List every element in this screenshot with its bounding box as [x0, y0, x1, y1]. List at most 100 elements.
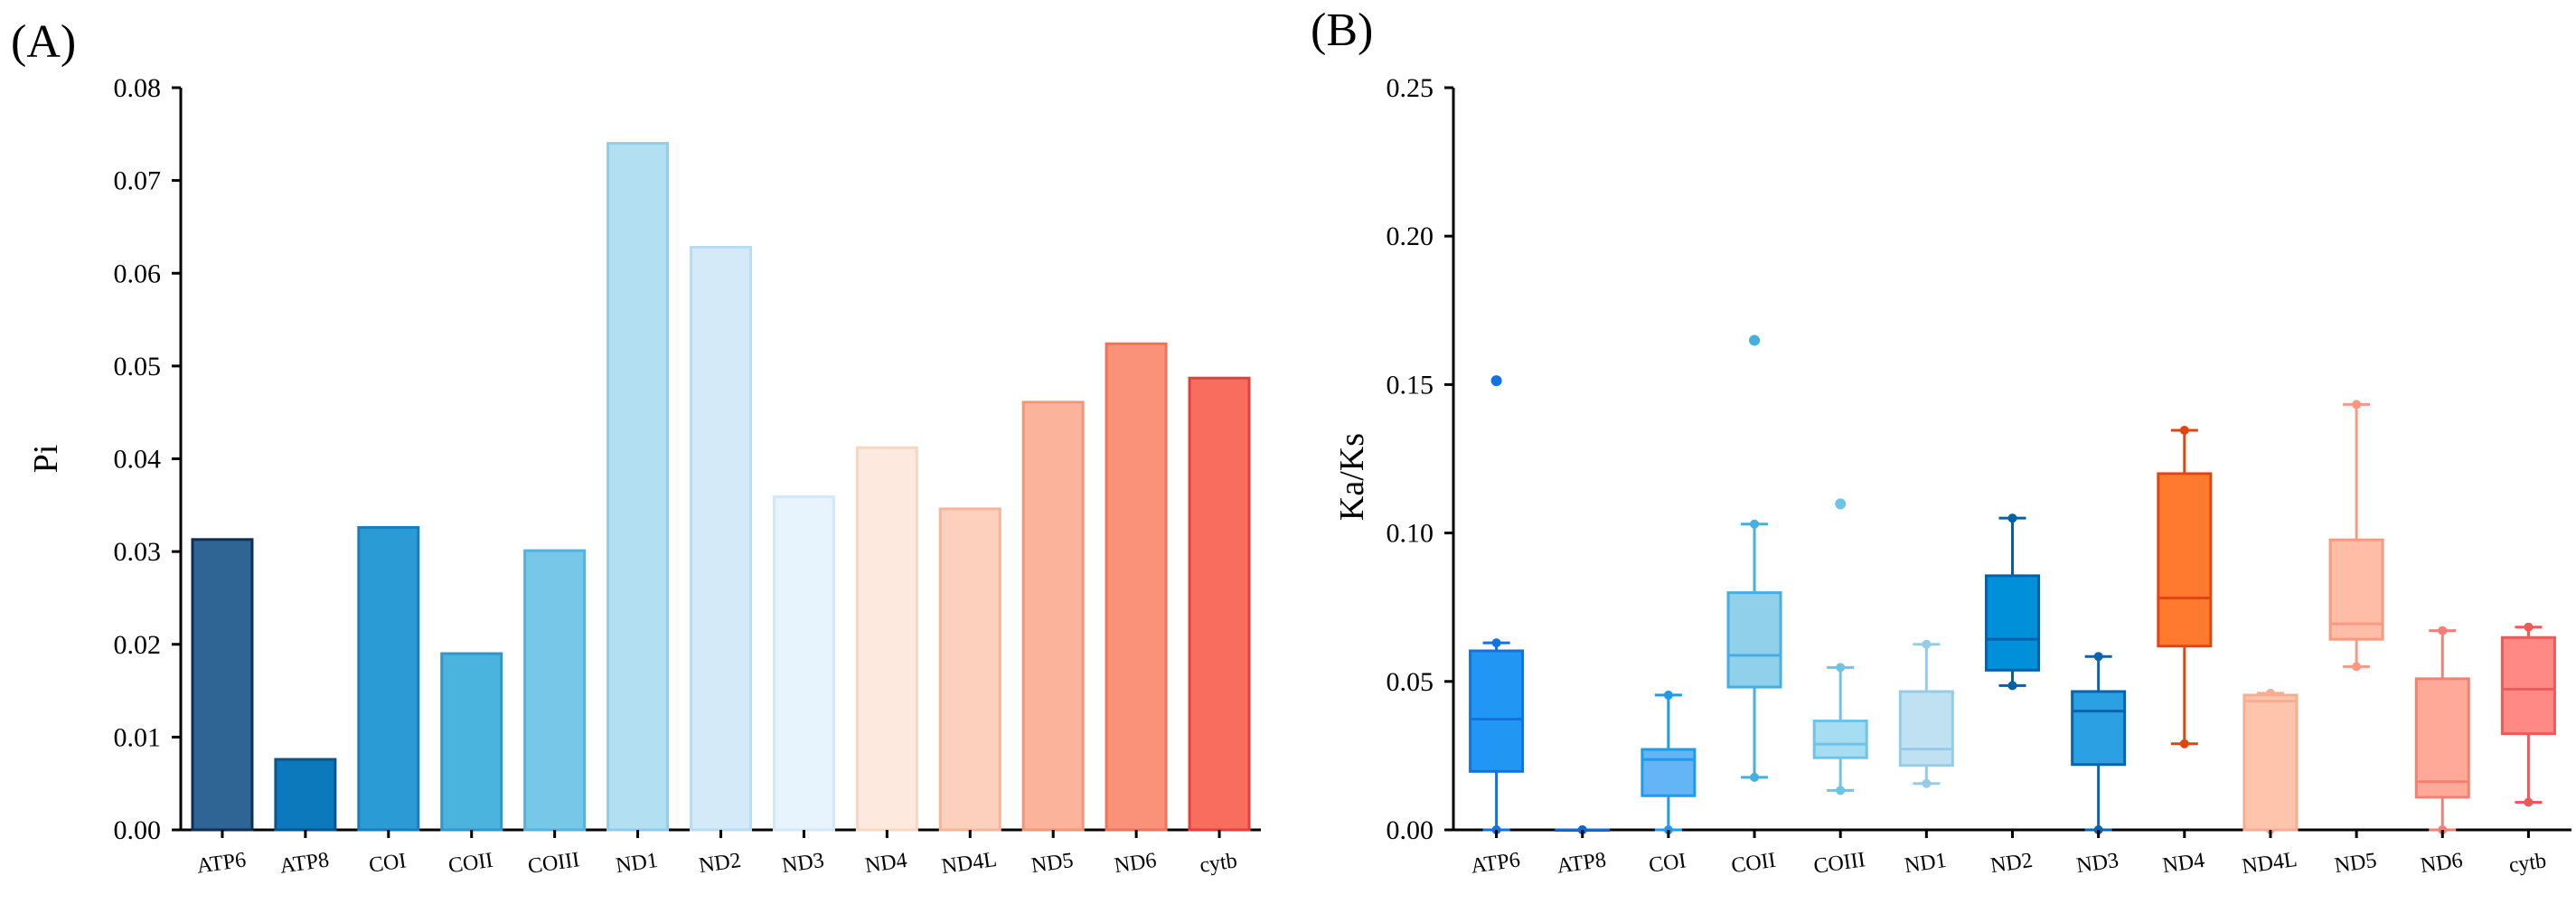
box-iqr [2071, 690, 2127, 767]
panel-label-b: (B) [1311, 5, 1373, 56]
x-tick-label: COII [1730, 849, 1777, 879]
x-tick-label: ND3 [2075, 849, 2120, 878]
max-dot [1491, 638, 1501, 648]
bar-nd4 [855, 446, 918, 832]
bar-nd4l [938, 507, 1001, 832]
box-iqr [2500, 636, 2556, 736]
x-tick-label: COIII [526, 848, 580, 879]
max-dot [1750, 519, 1760, 529]
x-tick-label: cytb [2507, 849, 2548, 877]
max-dot [2524, 622, 2534, 632]
x-tick-label: COII [447, 849, 494, 879]
x-tick-label: ND1 [1903, 849, 1948, 878]
box-nd5 [2328, 400, 2384, 672]
y-tick-label: 0.06 [114, 259, 162, 288]
x-tick-label: ND6 [1113, 849, 1158, 878]
x-tick-label: ND5 [2333, 849, 2378, 878]
outlier-point [1835, 498, 1847, 510]
y-tick-label: 0.00 [114, 815, 162, 845]
x-tick-label: ND3 [781, 849, 826, 878]
x-tick-label: COI [368, 849, 409, 878]
min-dot [1922, 778, 1932, 788]
y-tick-label: 0.03 [114, 537, 162, 567]
x-tick-label: ND4 [2161, 849, 2206, 878]
max-dot [2093, 652, 2103, 662]
box-nd6 [2414, 626, 2470, 834]
box-nd1 [1898, 639, 1954, 788]
box-iqr [1985, 574, 2040, 672]
box-nd2 [1985, 513, 2040, 691]
y-tick-label: 0.10 [1387, 519, 1434, 549]
max-dot [1836, 663, 1846, 673]
x-tick-label: cytb [1199, 849, 1239, 877]
panel-b-box-plot: (B) Ka/Ks 0.00 0.05 0.10 0.15 0.20 0.25 ATP6 ATP8… [1311, 5, 2571, 879]
bar-atp6 [191, 538, 254, 832]
y-tick-label: 0.04 [114, 445, 162, 475]
box-nd3 [2071, 652, 2127, 834]
box-nd4l [2242, 688, 2299, 834]
bar-nd2 [690, 246, 752, 832]
box-nd4 [2157, 425, 2213, 749]
x-tick-label: ND1 [615, 849, 660, 878]
box-iqr [2242, 693, 2299, 832]
bar-cytb [1188, 376, 1251, 832]
bar-nd3 [772, 495, 835, 832]
bar-coiii [523, 549, 587, 832]
min-dot [2352, 662, 2362, 672]
bar-coi [357, 525, 420, 832]
box-iqr [1726, 591, 1782, 689]
max-dot [2179, 425, 2189, 435]
x-tick-label: ATP8 [278, 848, 331, 878]
max-dot [1663, 690, 1673, 700]
box-iqr [1898, 690, 1954, 767]
y-tick-label: 0.00 [1387, 815, 1434, 845]
y-axis-title: Ka/Ks [1333, 433, 1371, 521]
box-atp6 [1469, 375, 1525, 834]
x-tick-label: ND5 [1029, 849, 1075, 878]
y-tick-label: 0.08 [114, 73, 162, 103]
min-dot [2179, 739, 2189, 749]
box-iqr [1812, 719, 1868, 759]
y-tick-label: 0.05 [114, 352, 162, 381]
bar-coii [440, 652, 503, 832]
box-iqr [2157, 472, 2213, 648]
x-tick-label: ND4L [2241, 848, 2299, 879]
bar-nd6 [1105, 342, 1168, 832]
y-axis-title: Pi [27, 445, 65, 474]
x-tick-label: ATP6 [1470, 848, 1522, 878]
x-tick-label: ND2 [698, 849, 743, 878]
max-dot [1922, 639, 1932, 649]
box-iqr [1641, 748, 1697, 797]
y-tick-label: 0.25 [1387, 73, 1434, 103]
x-tick-label: ND4 [863, 849, 908, 878]
box-coi [1641, 690, 1697, 834]
panel-label-a: (A) [11, 16, 76, 68]
bar-nd5 [1021, 400, 1085, 832]
x-tick-label: ND6 [2419, 849, 2464, 878]
box-iqr [2414, 677, 2470, 799]
x-tick-label: ATP6 [195, 848, 248, 878]
box-iqr [1469, 649, 1525, 773]
max-dot [2352, 400, 2362, 410]
x-tick-label: COIII [1812, 848, 1866, 879]
panel-a-bar-chart: (A) Pi 0.00 0.01 0.02 0.03 0.04 0.05 0.06 0.07 0.0… [11, 16, 1261, 879]
x-tick-label: ATP8 [1556, 848, 1608, 878]
x-tick-label: ND2 [1989, 849, 2035, 878]
min-dot [2007, 681, 2017, 691]
outlier-point [1749, 334, 1761, 346]
bar-atp8 [274, 758, 337, 832]
y-tick-label: 0.05 [1387, 667, 1434, 697]
y-tick-label: 0.02 [114, 630, 162, 660]
y-tick-label: 0.07 [114, 166, 162, 196]
x-tick-label: ND4L [940, 848, 998, 879]
y-tick-label: 0.20 [1387, 221, 1434, 251]
box-cytb [2500, 622, 2556, 807]
outlier-point [1490, 375, 1502, 387]
bar-nd1 [606, 142, 670, 832]
box-coiii [1812, 498, 1868, 796]
x-tick-label: COI [1648, 849, 1688, 878]
y-tick-label: 0.01 [114, 722, 162, 752]
max-dot [2438, 626, 2448, 636]
min-dot [1750, 772, 1760, 782]
